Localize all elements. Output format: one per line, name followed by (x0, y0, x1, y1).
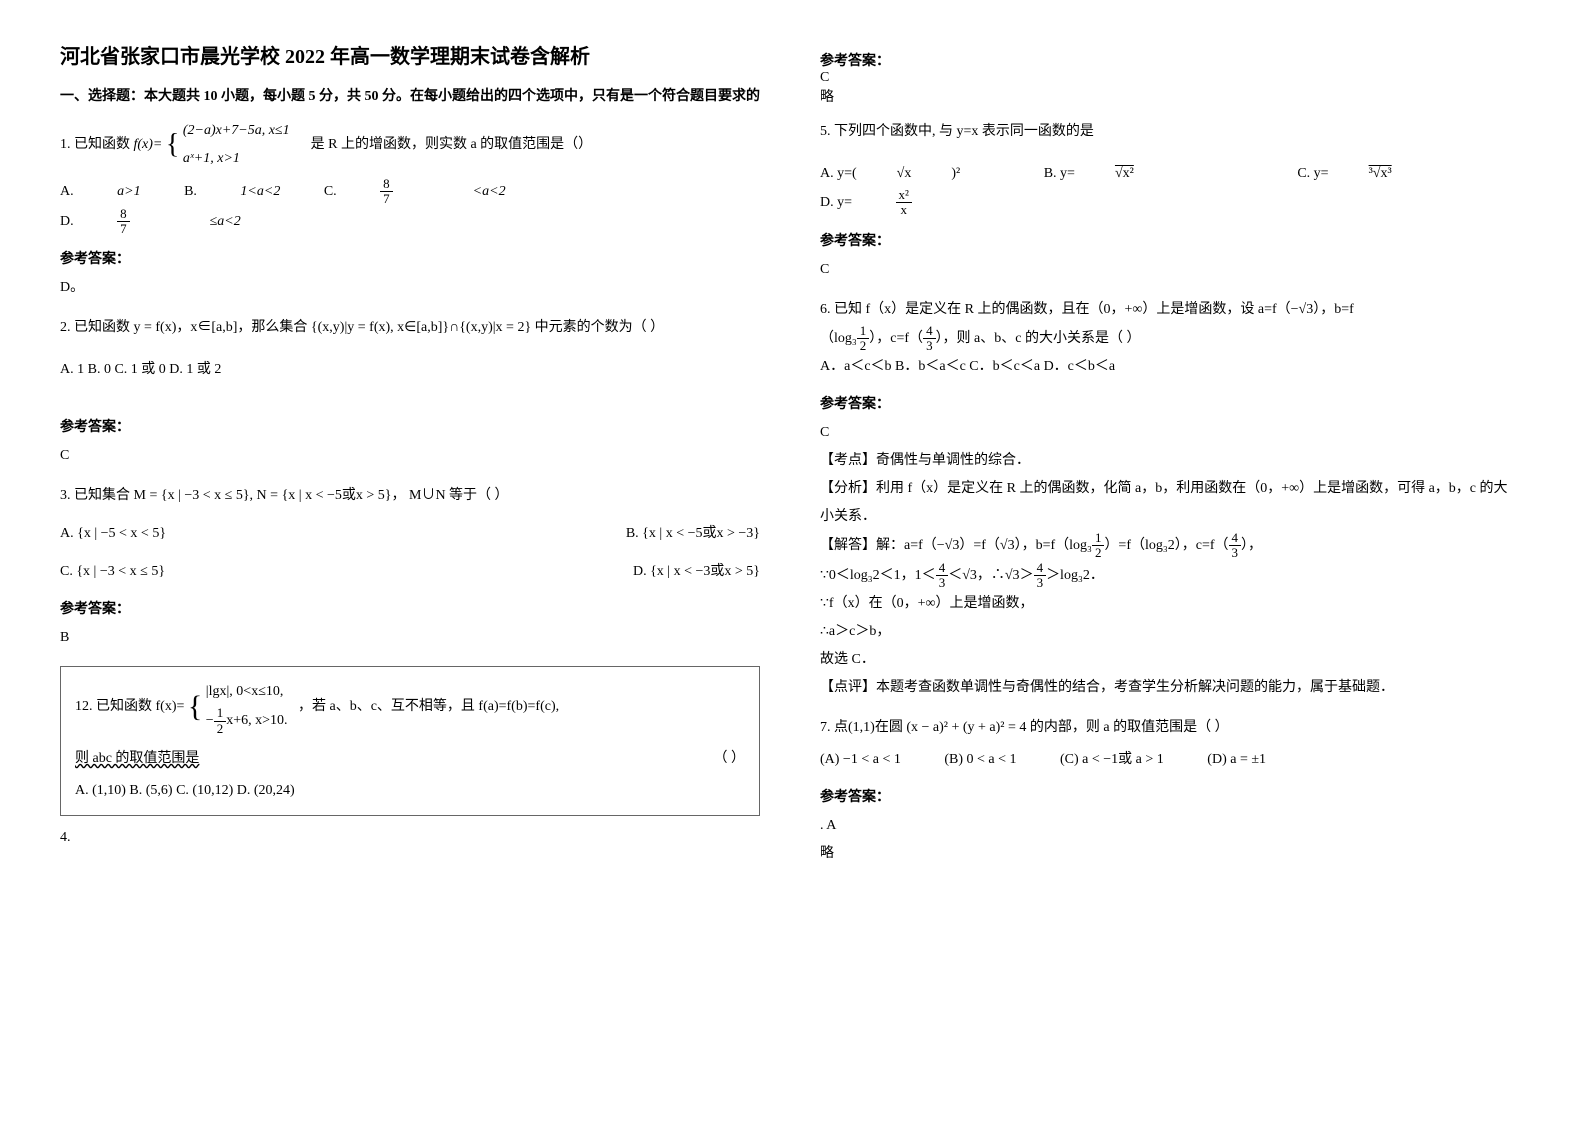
q7-optA: (A) −1 < a < 1 (820, 746, 901, 774)
page-title: 河北省张家口市晨光学校 2022 年高一数学理期末试卷含解析 (60, 40, 760, 69)
q6-ans-label: 参考答案： (820, 391, 1520, 419)
q5-optA: A. y=(√x )² (820, 160, 1000, 188)
q1-prefix: 1. 已知函数 (60, 137, 130, 152)
q4-num: 4. (60, 824, 760, 852)
question-5: 5. 下列四个函数中, 与 y=x 表示同一函数的是 A. y=(√x )² B… (820, 118, 1520, 284)
q7-optC: (C) a < −1或 a > 1 (1060, 746, 1164, 774)
q7-stem: 7. 点(1,1)在圆 (x − a)² + (y + a)² = 4 的内部，… (820, 714, 1520, 742)
q1-optC: C. 87<a<2 (324, 177, 506, 207)
q1-piecewise: (2−a)x+7−5a, x≤1 aˣ+1, x>1 (183, 117, 290, 173)
q6-ans: C (820, 419, 1520, 447)
q6-kd: 【考点】奇偶性与单调性的综合． (820, 447, 1520, 475)
q4-ans-label: 参考答案： (820, 50, 1520, 70)
q2-stem: 2. 已知函数 y = f(x)，x∈[a,b]，那么集合 {(x,y)|y =… (60, 314, 760, 342)
q1-suffix: 是 R 上的增函数，则实数 a 的取值范围是（） (311, 137, 593, 152)
q5-optC: C. y=³√x³ (1297, 160, 1431, 188)
q3-ans-label: 参考答案： (60, 596, 760, 624)
q5-stem: 5. 下列四个函数中, 与 y=x 表示同一函数的是 (820, 118, 1520, 146)
q7-ans-label: 参考答案： (820, 784, 1520, 812)
section-1-head: 一、选择题：本大题共 10 小题，每小题 5 分，共 50 分。在每小题给出的四… (60, 85, 760, 105)
q3-ans: B (60, 624, 760, 652)
q7-optD: (D) a = ±1 (1207, 746, 1266, 774)
q4-ans: C (820, 70, 1520, 86)
q2-ans-label: 参考答案： (60, 414, 760, 442)
q6-fx: 【分析】利用 f（x）是定义在 R 上的偶函数，化简 a，b，利用函数在（0，+… (820, 475, 1520, 531)
q1-ans: D。 (60, 274, 760, 302)
q5-ans-label: 参考答案： (820, 228, 1520, 256)
q1-ans-label: 参考答案： (60, 246, 760, 274)
q4-ans2: 略 (820, 86, 1520, 106)
q3-optA: A. {x | −5 < x < 5} (60, 520, 166, 548)
q5-optB: B. y=√x² (1044, 160, 1174, 188)
q5-ans: C (820, 256, 1520, 284)
q7-ans: . A (820, 812, 1520, 840)
q3-optD: D. {x | x < −3或x > 5} (633, 558, 760, 586)
q2-ans: C (60, 442, 760, 470)
question-4: 12. 已知函数 f(x)= { |lgx|, 0<x≤10, −12x+6, … (60, 666, 760, 852)
q7-optB: (B) 0 < a < 1 (944, 746, 1016, 774)
q1-optD: D. 87≤a<2 (60, 207, 241, 237)
q3-optB: B. {x | x < −5或x > −3} (626, 520, 760, 548)
q1-optB: B. 1<a<2 (184, 178, 280, 206)
question-7: 7. 点(1,1)在圆 (x − a)² + (y + a)² = 4 的内部，… (820, 714, 1520, 868)
q2-opts: A. 1 B. 0 C. 1 或 0 D. 1 或 2 (60, 356, 760, 384)
q7-ans2: 略 (820, 840, 1520, 868)
q6-opts: A．a＜c＜b B．b＜a＜c C．b＜c＜a D．c＜b＜a (820, 353, 1520, 381)
question-3: 3. 已知集合 M = {x | −3 < x ≤ 5}, N = {x | x… (60, 482, 760, 652)
q3-stem: 3. 已知集合 M = {x | −3 < x ≤ 5}, N = {x | x… (60, 482, 760, 510)
q1-optA: A. a>1 (60, 178, 141, 206)
question-1: 1. 已知函数 f(x)= { (2−a)x+7−5a, x≤1 aˣ+1, x… (60, 117, 760, 302)
q5-optD: D. y= x²x (820, 188, 992, 218)
q6-dp: 【点评】本题考查函数单调性与奇偶性的结合，考查学生分析解决问题的能力，属于基础题… (820, 674, 1520, 702)
question-6: 6. 已知 f（x）是定义在 R 上的偶函数，且在（0，+∞）上是增函数，设 a… (820, 296, 1520, 703)
q3-optC: C. {x | −3 < x ≤ 5} (60, 558, 165, 586)
question-2: 2. 已知函数 y = f(x)，x∈[a,b]，那么集合 {(x,y)|y =… (60, 314, 760, 470)
